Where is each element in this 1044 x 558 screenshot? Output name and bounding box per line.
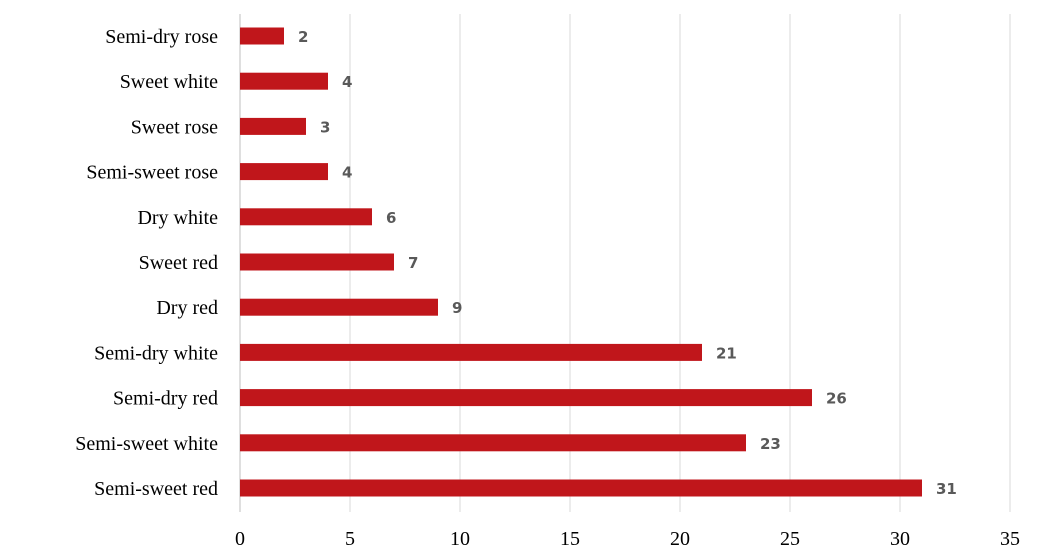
category-label: Sweet white — [120, 71, 218, 93]
x-tick-label-15: 15 — [560, 528, 580, 550]
category-label: Semi-sweet red — [94, 478, 218, 500]
bar-semi-sweet-rose — [240, 163, 328, 181]
category-label: Semi-dry rose — [105, 26, 218, 48]
data-label: 23 — [760, 435, 781, 453]
category-label: Sweet rose — [131, 116, 218, 138]
category-label: Dry red — [156, 297, 218, 319]
category-label: Sweet red — [139, 252, 218, 274]
x-tick-label-30: 30 — [890, 528, 910, 550]
data-label: 4 — [342, 73, 352, 91]
category-label: Semi-dry white — [94, 342, 218, 364]
data-label: 2 — [298, 28, 308, 46]
data-label: 31 — [936, 480, 957, 498]
bar-dry-white — [240, 208, 372, 226]
x-tick-label-10: 10 — [450, 528, 470, 550]
bar-semi-dry-red — [240, 389, 812, 407]
data-label: 4 — [342, 164, 352, 182]
bar-sweet-red — [240, 253, 394, 271]
x-tick-label-20: 20 — [670, 528, 690, 550]
x-tick-label-35: 35 — [1000, 528, 1020, 550]
data-label: 6 — [386, 209, 396, 227]
bar-semi-sweet-white — [240, 434, 746, 452]
category-label: Semi-dry red — [113, 388, 218, 410]
category-label: Semi-sweet rose — [86, 162, 218, 184]
data-label: 3 — [320, 118, 330, 136]
data-label: 9 — [452, 299, 462, 317]
data-label: 21 — [716, 344, 737, 362]
category-labels: Semi-dry rose Sweet white Sweet rose Semi-s… — [75, 26, 218, 500]
bar-sweet-white — [240, 72, 328, 90]
data-labels: 2 4 3 4 6 7 9 21 26 23 31 — [298, 28, 957, 498]
x-tick-labels: 0 5 10 15 20 25 30 35 — [235, 528, 1020, 550]
data-label: 7 — [408, 254, 418, 272]
category-label: Semi-sweet white — [75, 433, 218, 455]
bar-semi-sweet-red — [240, 479, 922, 497]
bars — [240, 27, 922, 497]
bar-semi-dry-white — [240, 343, 702, 361]
data-label: 26 — [826, 390, 847, 408]
bar-dry-red — [240, 298, 438, 316]
x-tick-label-0: 0 — [235, 528, 245, 550]
x-tick-label-5: 5 — [345, 528, 355, 550]
bar-sweet-rose — [240, 117, 306, 135]
x-tick-label-25: 25 — [780, 528, 800, 550]
gridlines — [239, 14, 1011, 512]
category-label: Dry white — [137, 207, 218, 229]
bar-semi-dry-rose — [240, 27, 284, 45]
